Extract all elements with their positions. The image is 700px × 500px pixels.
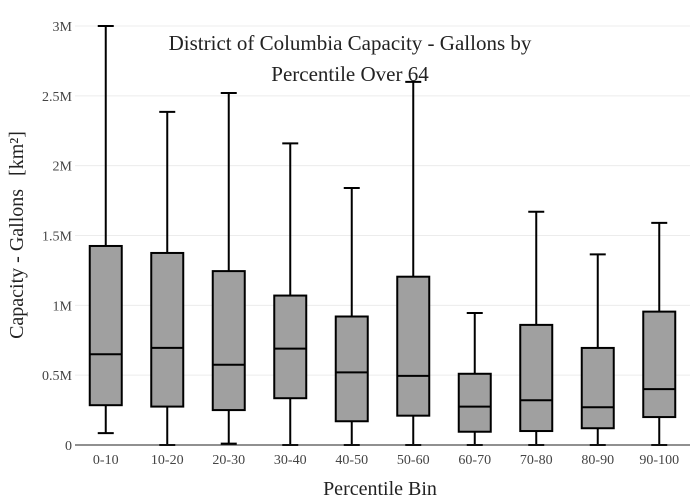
iqr-box [334, 315, 369, 423]
x-tick-label: 40-50 [335, 453, 368, 468]
iqr-box [150, 251, 185, 408]
box-70-80 [519, 210, 554, 446]
iqr-box [457, 372, 492, 433]
y-tick-label: 3M [53, 20, 73, 35]
box-0-10 [88, 25, 123, 435]
y-tick-label: 2M [53, 160, 73, 175]
iqr-box [519, 323, 554, 433]
box-plot-series [88, 25, 677, 446]
iqr-box [211, 270, 246, 412]
y-axis-title-unit: [km²] [6, 131, 28, 176]
box-80-90 [580, 253, 615, 446]
x-tick-label: 80-90 [581, 453, 614, 468]
y-tick-label: 0 [65, 439, 72, 454]
x-tick-label: 10-20 [151, 453, 184, 468]
x-tick-label: 70-80 [520, 453, 553, 468]
iqr-box [396, 275, 431, 417]
y-tick-label: 1.5M [42, 230, 73, 245]
x-tick-label: 30-40 [274, 453, 307, 468]
y-tick-label: 1M [53, 299, 73, 314]
iqr-box [642, 310, 677, 419]
iqr-box [273, 294, 308, 400]
iqr-box [88, 244, 123, 407]
box-30-40 [273, 142, 308, 446]
y-axis-title: Capacity - Gallons [km²] [6, 131, 28, 339]
x-tick-label: 0-10 [93, 453, 119, 468]
iqr-box [580, 346, 615, 430]
box-50-60 [396, 80, 431, 446]
x-tick-label: 20-30 [212, 453, 245, 468]
box-10-20 [150, 110, 185, 446]
y-axis-title-text: Capacity - Gallons [6, 189, 28, 339]
box-20-30 [211, 92, 246, 445]
y-tick-label: 2.5M [42, 90, 73, 105]
y-axis-ticks: 0 0.5M 1M 1.5M 2M 2.5M 3M [42, 20, 73, 454]
y-tick-label: 0.5M [42, 369, 73, 384]
box-90-100 [642, 221, 677, 446]
chart-title-line-2: Percentile Over 64 [271, 62, 429, 86]
x-tick-label: 60-70 [458, 453, 491, 468]
x-tick-label: 50-60 [397, 453, 430, 468]
box-60-70 [457, 312, 492, 446]
x-axis-ticks: 0-10 10-20 20-30 30-40 40-50 50-60 60-70 70-80 8… [93, 453, 679, 468]
x-axis-title: Percentile Bin [323, 478, 437, 500]
x-tick-label: 90-100 [639, 453, 679, 468]
chart-title-line-1: District of Columbia Capacity - Gallons … [169, 31, 532, 55]
box-40-50 [334, 187, 369, 446]
